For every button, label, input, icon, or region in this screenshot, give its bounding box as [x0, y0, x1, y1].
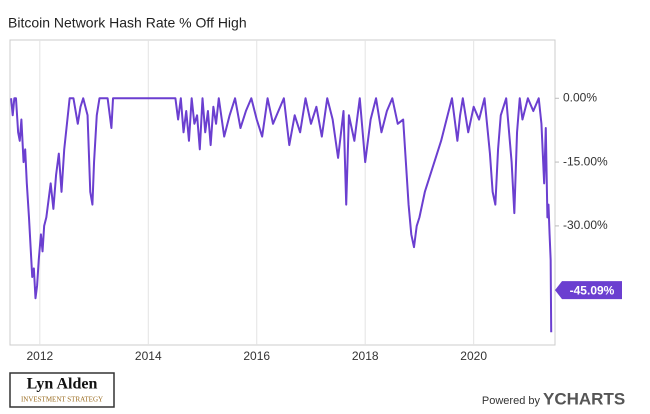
x-tick-label: 2016	[243, 349, 270, 363]
powered-by: Powered by	[482, 395, 541, 407]
y-tick-label: -15.00%	[563, 154, 608, 168]
x-tick-label: 2020	[460, 349, 487, 363]
logo-name: Lyn Alden	[27, 376, 98, 393]
x-tick-label: 2014	[135, 349, 162, 363]
annotation-label: -45.09%	[570, 283, 615, 297]
line	[10, 97, 553, 333]
annotation-box	[555, 281, 622, 300]
y-tick-label: 0.00%	[563, 90, 597, 104]
y-tick-label: -30.00%	[563, 218, 608, 232]
x-tick-label: 2012	[26, 349, 53, 363]
logo-tagline: INVESTMENT STRATEGY	[21, 396, 103, 404]
brand: YCHARTS	[543, 389, 625, 408]
plot-frame	[9, 39, 556, 346]
chart-title: Bitcoin Network Hash Rate % Off High	[8, 15, 247, 31]
x-tick-label: 2018	[352, 349, 379, 363]
logo-box	[9, 372, 115, 408]
